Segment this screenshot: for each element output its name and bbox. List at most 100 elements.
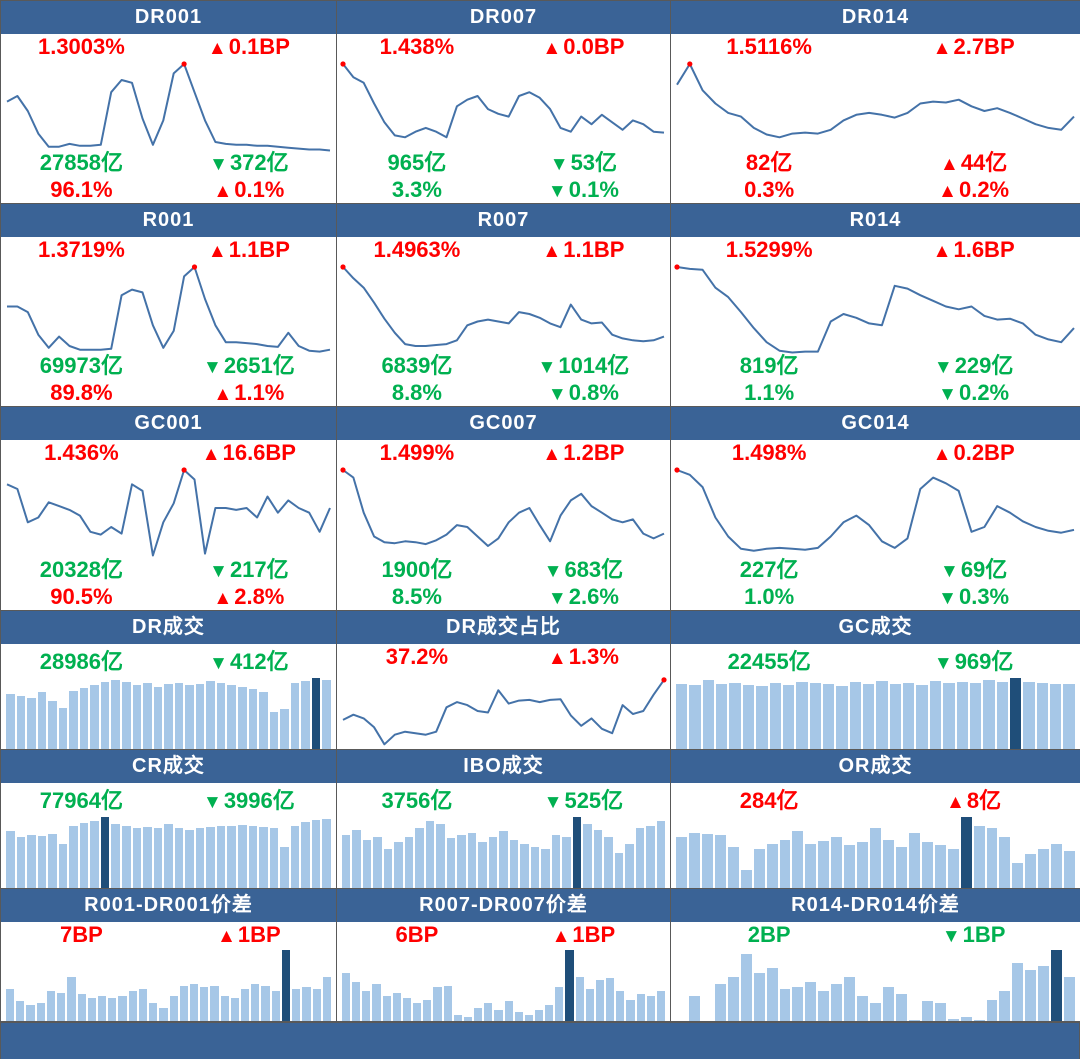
bar: [1025, 853, 1037, 888]
bar: [488, 836, 498, 888]
bar: [727, 846, 739, 888]
bar: [6, 831, 15, 888]
sparkline: [6, 63, 331, 152]
stat-change-text: 0.8%: [568, 380, 619, 405]
stat-change-text: 1.1BP: [563, 237, 625, 262]
bar: [259, 826, 268, 888]
stats-bottom: 965亿 ▼ 53亿 3.3% ▼ 0.1%: [337, 145, 670, 203]
up-triangle-icon: ▲: [940, 154, 959, 175]
chart-cell: R014-DR014价差 2BP ▼ 1BP: [671, 889, 1080, 1022]
stat-value: 965亿: [387, 150, 447, 175]
bar: [688, 832, 700, 888]
bar: [1064, 851, 1076, 888]
chart-area: [337, 670, 670, 749]
bar: [6, 693, 15, 749]
bar: [520, 843, 529, 888]
stats-bottom: 27858亿 ▼ 372亿 96.1% ▲ 0.1%: [1, 145, 336, 203]
stat-change-text: 1BP: [962, 922, 1006, 947]
bar-highlight: [960, 817, 972, 888]
bar: [1023, 681, 1035, 749]
bar: [583, 824, 592, 888]
up-triangle-icon: ▲: [932, 444, 952, 465]
stat-value: 6839亿: [381, 353, 453, 378]
bar: [292, 989, 301, 1021]
bar: [545, 1005, 554, 1021]
stat-row: 90.5% ▲ 2.8%: [1, 584, 336, 610]
bar: [769, 682, 781, 749]
stat-row: 3756亿 ▼ 525亿: [337, 783, 670, 815]
sparkline: [676, 63, 1075, 139]
bar: [143, 682, 152, 749]
bar: [844, 976, 856, 1021]
chart-title: DR成交占比: [337, 611, 670, 644]
chart-cell: R007-DR007价差 6BP ▲ 1BP: [337, 889, 671, 1022]
bar: [457, 834, 466, 888]
footer-bar: [1, 1022, 1079, 1059]
stat-change-text: 412亿: [229, 649, 289, 674]
stat-value: 1.5299%: [725, 237, 813, 262]
stat-change-text: 969亿: [954, 649, 1014, 674]
stat-change: ▲ 1.1%: [162, 380, 336, 406]
stat-value: 0.3%: [744, 177, 795, 202]
stat-row: 6BP ▲ 1BP: [337, 922, 670, 948]
line-chart: [674, 264, 1075, 354]
stat-value: 37.2%: [385, 644, 449, 669]
chart-grid: DR001 1.3003% ▲ 0.1BP 27858亿 ▼ 372亿 96.1% ▲ 0.1…: [1, 1, 1080, 1022]
bar: [969, 682, 982, 749]
down-triangle-icon: ▼: [547, 588, 567, 609]
bar: [947, 1018, 959, 1021]
bar: [404, 836, 414, 888]
chart-title: GC成交: [671, 611, 1080, 644]
up-triangle-icon: ▲: [932, 38, 952, 59]
down-triangle-icon: ▼: [549, 154, 569, 175]
bar: [636, 994, 645, 1021]
bar: [467, 832, 477, 888]
stat-row: 8.8% ▼ 0.8%: [337, 380, 670, 406]
stat-value: 8.8%: [391, 380, 442, 405]
line-chart: [342, 677, 667, 746]
bar: [174, 682, 184, 749]
bar: [27, 834, 36, 888]
stat-value: 8.5%: [391, 584, 442, 609]
stat-value: 1.438%: [379, 34, 455, 59]
chart-area: [671, 676, 1080, 749]
stat-row: 77964亿 ▼ 3996亿: [1, 783, 336, 815]
bar: [614, 852, 624, 888]
bar: [796, 681, 808, 749]
bar: [934, 1003, 946, 1021]
bar: [585, 989, 594, 1021]
bar: [947, 848, 959, 888]
bar: [149, 1003, 158, 1021]
bar: [499, 831, 508, 888]
bar-chart: [676, 817, 1076, 888]
bar: [1012, 962, 1024, 1021]
stat-change-text: 0.1%: [234, 177, 285, 202]
bar: [956, 681, 968, 749]
bar: [844, 845, 856, 888]
bar: [1038, 965, 1050, 1021]
stat-change: ▲ 1.6BP: [867, 237, 1080, 263]
stat-row: 2BP ▼ 1BP: [671, 922, 1080, 948]
stat-change-text: 69亿: [960, 557, 1008, 582]
bar: [241, 989, 250, 1021]
line-chart: [340, 264, 665, 347]
stat-change-text: 2651亿: [223, 353, 295, 378]
stat-change: ▲ 2.8%: [162, 584, 336, 610]
up-triangle-icon: ▲: [207, 38, 227, 59]
stat-change-text: 1BP: [237, 922, 281, 947]
up-triangle-icon: ▲: [217, 926, 236, 947]
stat-row: 1900亿 ▼ 683亿: [337, 552, 670, 584]
stat-change-text: 1.1BP: [228, 237, 290, 262]
bar: [524, 1015, 533, 1021]
stat-value: 1.4963%: [373, 237, 461, 262]
bar: [301, 680, 310, 749]
stats-bottom: 69973亿 ▼ 2651亿 89.8% ▲ 1.1%: [1, 348, 336, 406]
bar: [132, 827, 142, 888]
up-triangle-icon: ▲: [542, 241, 562, 262]
chart-title: GC014: [671, 407, 1080, 440]
stat-row: 227亿 ▼ 69亿: [671, 552, 1080, 584]
stat-value: 3.3%: [391, 177, 442, 202]
bar: [383, 848, 393, 888]
bar: [122, 826, 131, 888]
chart-title: R014: [671, 204, 1080, 237]
